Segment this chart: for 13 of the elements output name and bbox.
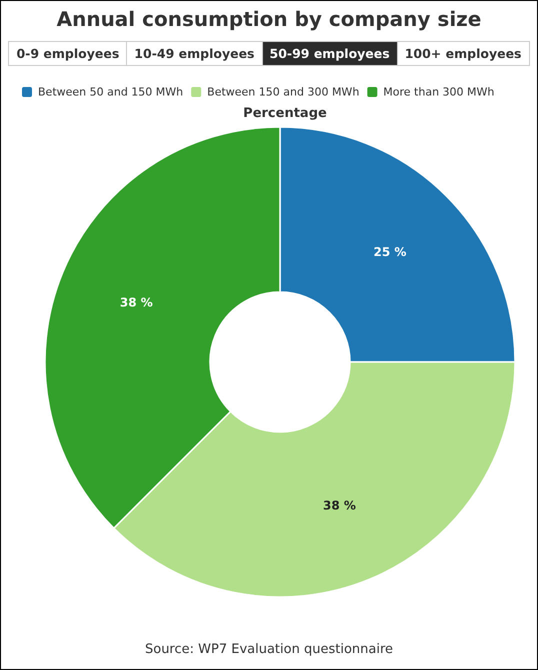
legend-label: More than 300 MWh (383, 86, 494, 98)
text: 10-49 employees (126, 41, 262, 66)
legend-label: Between 150 and 300 MWh (207, 86, 360, 98)
text: 100+ employees (396, 41, 530, 66)
text: 0-9 employees (8, 41, 128, 66)
text: Percentage (243, 106, 327, 121)
legend-label: Between 50 and 150 MWh (38, 86, 184, 98)
chart-title: Annual consumption by company size (56, 7, 482, 31)
data-label: 25 % (374, 245, 406, 260)
text: 50-99 employees (262, 41, 398, 66)
data-label: 38 % (323, 498, 356, 513)
data-label: 38 % (120, 295, 153, 310)
source-note: Source: WP7 Evaluation questionnaire (144, 642, 394, 657)
